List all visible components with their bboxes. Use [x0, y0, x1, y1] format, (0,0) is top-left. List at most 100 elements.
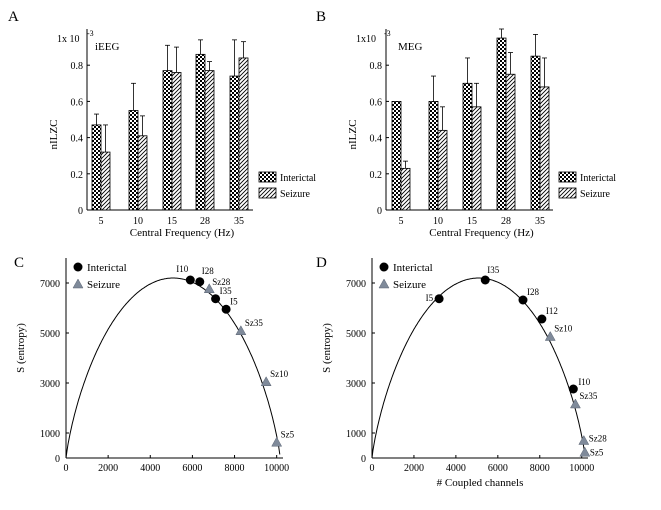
point-interictal	[211, 294, 221, 304]
point-label: I5	[426, 293, 434, 303]
bar-chart-b: B 0 0.2 0.4 0.6 0.8 1x10 -3 MEG nILZC Central Freq…	[316, 9, 616, 239]
x-tick-label: 4000	[446, 463, 466, 474]
bar-seizure	[437, 129, 448, 211]
legend-swatch-interictal	[258, 171, 277, 183]
point-seizure	[271, 436, 283, 447]
bar-interictal	[462, 82, 473, 211]
y-tick-label: 0.4	[370, 134, 383, 145]
bar-interictal	[229, 75, 240, 211]
point-label: I35	[487, 265, 499, 275]
point-label: Sz35	[579, 391, 598, 401]
y-tick-label: 1000	[40, 429, 60, 440]
y-tick-label: 0.8	[71, 61, 84, 72]
x-tick-label: 28	[200, 216, 210, 227]
point-label: Sz10	[270, 369, 289, 379]
x-tick-label: 6000	[488, 463, 508, 474]
point-seizure	[260, 376, 272, 386]
legend-swatch-interictal	[558, 171, 577, 183]
y-tick-label: 0.2	[71, 170, 84, 181]
point-seizure	[579, 446, 591, 457]
x-tick-label: 35	[535, 216, 545, 227]
point-label: Sz28	[212, 277, 231, 287]
y-multiplier-exponent: -3	[384, 29, 391, 38]
point-label: Sz28	[589, 434, 608, 444]
y-tick-label: 0	[377, 206, 382, 217]
bar-interictal	[195, 53, 206, 211]
bar-seizure	[539, 86, 550, 211]
point-seizure	[569, 398, 581, 409]
x-tick-label: 5	[399, 216, 404, 227]
legend-swatch-seizure	[258, 187, 277, 199]
bar-seizure	[204, 70, 215, 211]
y-tick-label: 1000	[346, 429, 366, 440]
x-axis-label: Central Frequency (Hz)	[429, 227, 534, 239]
legend-label-interictal: Interictal	[87, 262, 127, 274]
point-label: Sz5	[590, 447, 604, 457]
y-axis-label: S (entropy)	[15, 323, 27, 373]
legend-marker-interictal	[379, 262, 389, 272]
x-tick-label: 0	[64, 463, 69, 474]
x-tick-label: 15	[167, 216, 177, 227]
x-tick-label: 35	[234, 216, 244, 227]
bar-seizure	[238, 57, 249, 211]
y-tick-label: 3000	[40, 379, 60, 390]
point-seizure	[203, 283, 215, 293]
point-seizure	[578, 434, 590, 445]
x-tick-label: 0	[370, 463, 375, 474]
point-label: I28	[527, 287, 539, 297]
legend-marker-seizure	[378, 278, 390, 289]
legend-label-seizure: Seizure	[393, 279, 426, 291]
y-tick-label: 0.8	[370, 61, 383, 72]
point-interictal	[537, 314, 547, 324]
point-interictal	[221, 304, 231, 314]
bar-seizure	[137, 135, 148, 211]
y-tick-label: 7000	[40, 279, 60, 290]
point-interictal	[568, 384, 578, 394]
y-tick-label: 3000	[346, 379, 366, 390]
y-tick-label: 7000	[346, 279, 366, 290]
legend-label-interictal: Interictal	[580, 173, 616, 184]
panel-label: C	[14, 255, 24, 271]
bar-interictal	[91, 124, 102, 211]
legend-swatch-seizure	[558, 187, 577, 199]
y-tick-label: 5000	[346, 329, 366, 340]
x-axis-label: # Coupled channels	[437, 477, 524, 489]
y-tick-label: 0.6	[71, 97, 84, 108]
entropy-curve	[371, 277, 586, 459]
y-tick-label: 0.2	[370, 170, 383, 181]
legend-label-interictal: Interictal	[393, 262, 433, 274]
panel-label: D	[316, 255, 327, 271]
bar-interictal	[162, 70, 173, 211]
y-multiplier-exponent: -3	[87, 29, 94, 38]
bar-seizure	[100, 151, 111, 211]
y-tick-label: 0	[78, 206, 83, 217]
point-interictal	[518, 295, 528, 305]
point-label: I10	[578, 377, 590, 387]
y-axis-label: S (entropy)	[321, 323, 333, 373]
y-tick-label: 5000	[40, 329, 60, 340]
y-axis-label: nILZC	[347, 120, 359, 150]
point-label: Sz35	[245, 318, 264, 328]
y-tick-label: 0	[361, 454, 366, 465]
point-label: I10	[176, 264, 188, 274]
x-tick-label: 8000	[225, 463, 245, 474]
legend-label-seizure: Seizure	[580, 189, 611, 200]
point-interictal	[434, 294, 444, 304]
bar-interictal	[496, 37, 507, 211]
point-label: Sz5	[281, 429, 295, 439]
scatter-chart-c: C 0 1000 3000 5000 7000 0 2000 4000 6000 8000 10000…	[14, 255, 295, 474]
x-tick-label: 28	[501, 216, 511, 227]
legend-label-seizure: Seizure	[280, 189, 311, 200]
point-interictal	[195, 277, 205, 287]
bar-interictal	[530, 55, 541, 211]
point-interictal	[480, 275, 490, 285]
x-tick-label: 10000	[569, 463, 594, 474]
x-tick-label: 15	[467, 216, 477, 227]
point-seizure	[544, 330, 556, 341]
y-multiplier-label: 1x 10	[57, 34, 80, 45]
y-tick-label: 0.6	[370, 97, 383, 108]
panel-label: B	[316, 9, 326, 25]
y-axis-label: nILZC	[48, 120, 60, 150]
